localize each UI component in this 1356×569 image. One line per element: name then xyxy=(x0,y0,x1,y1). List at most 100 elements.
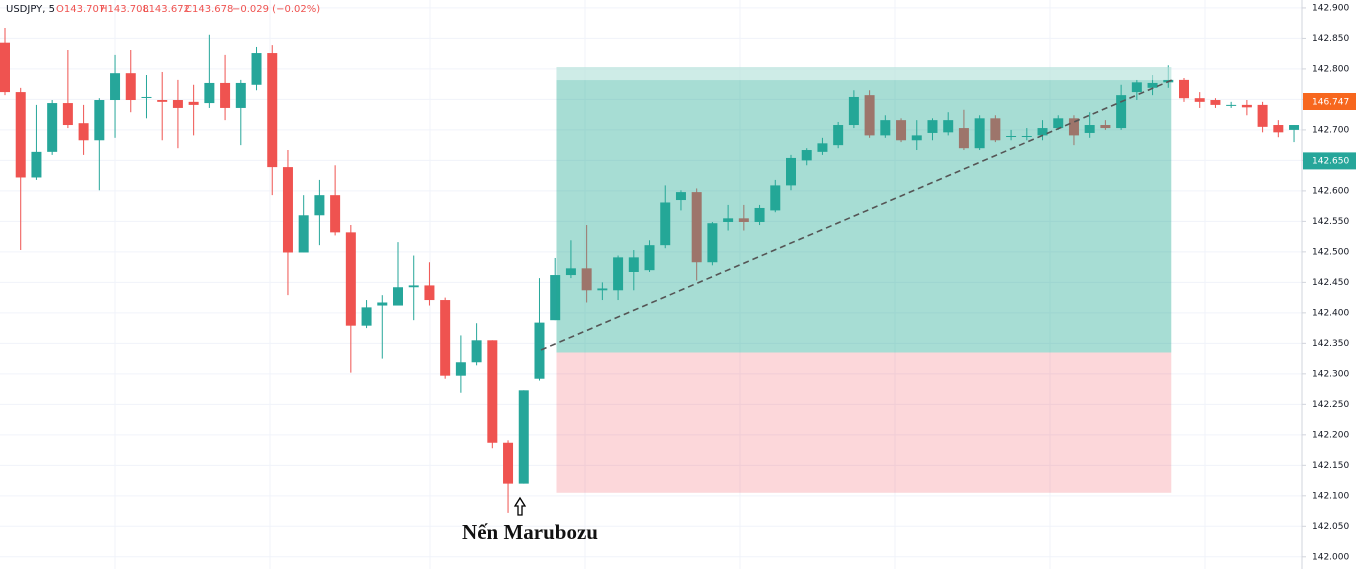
candle-body xyxy=(833,125,844,146)
candle-body xyxy=(31,151,42,178)
y-tick-label: 142.350 xyxy=(1312,339,1349,349)
candle-body xyxy=(1179,79,1189,99)
candle-body xyxy=(345,232,356,326)
candle-body xyxy=(534,322,545,379)
ohlc-change: −0.029 (−0.02%) xyxy=(232,4,320,15)
candle-body xyxy=(487,340,498,443)
ohlc-low: L143.672 xyxy=(143,4,190,15)
candle-body xyxy=(707,223,718,263)
loss-zone xyxy=(556,352,1172,493)
candle-body xyxy=(723,218,734,222)
candle-body xyxy=(1194,98,1205,102)
candle-body xyxy=(172,100,183,108)
candle-body xyxy=(220,82,231,108)
candle-body xyxy=(1006,135,1017,137)
candle-body xyxy=(880,120,891,136)
candle-body xyxy=(235,82,246,108)
candle-body xyxy=(691,192,702,263)
candle-body xyxy=(628,257,639,272)
y-tick-label: 142.100 xyxy=(1312,491,1349,501)
candle-body xyxy=(204,82,215,104)
y-tick-label: 142.800 xyxy=(1312,64,1349,74)
candle-body xyxy=(660,202,671,246)
y-tick-label: 142.050 xyxy=(1312,522,1349,532)
arrow xyxy=(513,496,527,516)
candle-body xyxy=(770,185,781,211)
candle-body xyxy=(282,167,293,253)
ohlc-open: O143.707 xyxy=(56,4,105,15)
candle-body xyxy=(393,287,403,306)
candle-body xyxy=(314,195,325,216)
candle-body xyxy=(377,302,388,306)
candle-body xyxy=(597,288,608,291)
candle-body xyxy=(958,128,969,149)
price-tag-bg xyxy=(1303,152,1356,170)
y-tick-label: 142.450 xyxy=(1312,278,1349,288)
candle-body xyxy=(864,95,875,136)
candle-body xyxy=(817,143,828,152)
candle-body xyxy=(738,218,749,222)
current-price-tag: 146.747 xyxy=(1312,98,1349,108)
candle-body xyxy=(1210,100,1221,105)
y-tick-label: 142.550 xyxy=(1312,217,1349,227)
y-tick-label: 142.500 xyxy=(1312,247,1349,257)
candle-body xyxy=(1289,125,1300,130)
candle-body xyxy=(78,123,89,141)
candle-body xyxy=(361,307,372,326)
y-tick-label: 142.300 xyxy=(1312,369,1349,379)
candle-body xyxy=(848,96,859,126)
candle-body xyxy=(896,120,907,141)
candle-body xyxy=(330,195,341,233)
candle-body xyxy=(0,42,10,93)
current-price-tag-bg xyxy=(1303,93,1356,110)
candle-body xyxy=(1084,125,1095,133)
candle-body xyxy=(47,103,58,152)
y-tick-label: 142.250 xyxy=(1312,400,1349,410)
candle-body xyxy=(613,257,624,291)
candle-body xyxy=(581,268,592,291)
candle-body xyxy=(1053,118,1064,129)
grid xyxy=(0,7,1302,558)
candle-body xyxy=(801,150,812,161)
candle-body xyxy=(754,207,765,222)
candle-body xyxy=(94,100,105,141)
y-tick-label: 142.400 xyxy=(1312,308,1349,318)
candle-body xyxy=(644,245,655,271)
candle-body xyxy=(1273,125,1284,133)
candle-body xyxy=(110,73,121,101)
price-axis: 142.000 142.050 142.100 142.150 142.200 142.2… xyxy=(1302,3,1356,562)
profit-zone-top xyxy=(556,67,1172,81)
candle-body xyxy=(1147,82,1158,88)
candle-body xyxy=(125,73,136,101)
candle-body xyxy=(267,53,278,168)
symbol: USDJPY, 5 xyxy=(6,4,55,15)
price-tag: 142.650 xyxy=(1312,156,1349,166)
candle-body xyxy=(943,120,954,133)
position-zones xyxy=(556,67,1172,493)
y-tick-label: 142.000 xyxy=(1312,552,1349,562)
candle-body xyxy=(1021,135,1032,137)
candle-body xyxy=(408,285,419,288)
candle-body xyxy=(550,275,561,321)
y-tick-label: 142.600 xyxy=(1312,186,1349,196)
candle-body xyxy=(1226,104,1237,106)
candle-body xyxy=(565,268,576,276)
ohlc-high: H143.708 xyxy=(100,4,149,15)
candle-body xyxy=(1241,104,1252,108)
candle-body xyxy=(62,103,73,126)
y-tick-label: 142.900 xyxy=(1312,3,1349,13)
candle-body xyxy=(786,157,796,186)
annotation: Nến Marubozu xyxy=(462,520,598,544)
candle-body xyxy=(298,215,309,253)
candle-body xyxy=(188,101,199,105)
candles xyxy=(0,28,1300,513)
trend-dash xyxy=(540,79,1173,351)
candle-body xyxy=(440,300,451,376)
profit-zone xyxy=(556,67,1172,353)
candle-body xyxy=(1116,95,1127,129)
ohlc-close: C143.678 xyxy=(185,4,233,15)
candle-body xyxy=(927,120,938,133)
candle-body xyxy=(1131,82,1142,93)
candle-body xyxy=(471,340,482,363)
